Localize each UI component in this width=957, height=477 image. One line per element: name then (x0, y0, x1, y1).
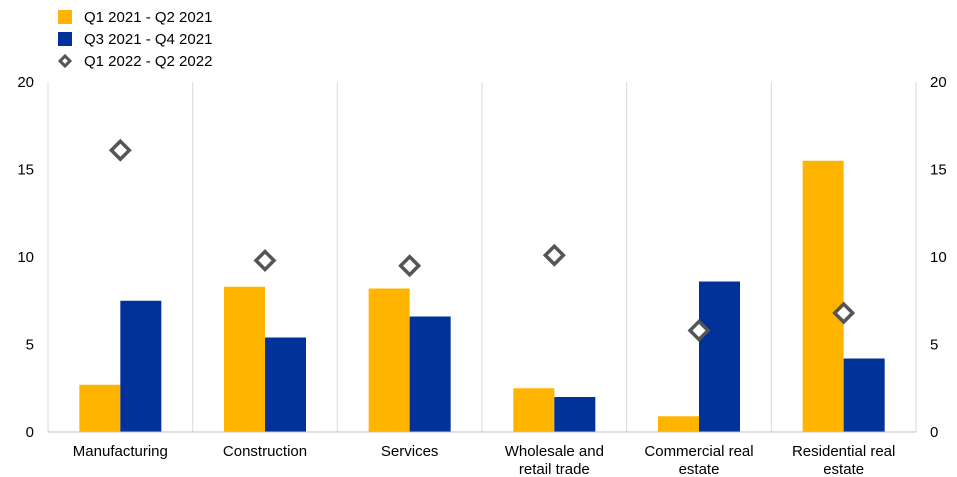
bar-1-5 (658, 416, 699, 432)
y-tick-label-right: 20 (930, 74, 947, 91)
bar-2-6 (843, 358, 885, 432)
bar-1-2 (224, 286, 265, 432)
diamond-marker-2 (253, 249, 277, 272)
x-tick-label: Manufacturing (73, 443, 168, 460)
bar-2-1 (120, 300, 162, 432)
legend-item-series-1: Q1 2021 - Q2 2021 (58, 6, 212, 28)
bar-1-4 (513, 388, 555, 432)
legend-swatch-series-2 (58, 32, 72, 46)
x-tick-label: Construction (223, 443, 307, 460)
y-tick-label-left: 20 (17, 74, 34, 91)
y-tick-label-right: 5 (930, 337, 938, 354)
y-tick-label-left: 0 (26, 424, 34, 441)
legend-item-series-2: Q3 2021 - Q4 2021 (58, 28, 212, 50)
x-tick-label: estate (823, 461, 864, 477)
diamond-marker-1 (108, 138, 132, 162)
y-tick-label-right: 15 (930, 162, 947, 179)
x-tick-label: Residential real (792, 443, 895, 460)
legend-item-series-3: Q1 2022 - Q2 2022 (57, 50, 213, 72)
legend-label-series-3: Q1 2022 - Q2 2022 (84, 52, 213, 70)
legend: Q1 2021 - Q2 2021 Q3 2021 - Q4 2021 Q1 2… (57, 6, 213, 72)
bar-1-1 (79, 384, 121, 432)
legend-label-series-1: Q1 2021 - Q2 2021 (84, 8, 213, 26)
bar-2-4 (554, 397, 596, 432)
legend-label-series-2: Q3 2021 - Q4 2021 (84, 30, 213, 48)
diamond-marker-3 (398, 254, 422, 278)
x-tick-label: Wholesale and (505, 443, 604, 460)
markers (108, 138, 856, 342)
grid (47, 82, 917, 432)
x-tick-label: retail trade (519, 461, 590, 477)
y-tick-label-right: 0 (930, 424, 938, 441)
y-tick-label-right: 10 (930, 249, 947, 266)
x-tick-label: Services (381, 443, 439, 460)
y-tick-label-left: 15 (17, 162, 34, 179)
y-tick-label-left: 10 (17, 249, 34, 266)
legend-swatch-series-1 (58, 10, 72, 24)
bar-2-3 (409, 316, 451, 432)
bars (79, 160, 885, 432)
diamond-marker-4 (542, 243, 566, 267)
bar-1-6 (802, 160, 844, 432)
x-tick-label: Commercial real (644, 443, 753, 460)
bar-1-3 (368, 288, 410, 432)
y-tick-label-left: 5 (26, 337, 34, 354)
diamond-marker-6 (832, 301, 856, 325)
axes: 0 0 5 5 10 10 15 15 20 20 Manufacturing Constructio… (17, 74, 946, 477)
bar-2-5 (699, 281, 740, 432)
diamond-marker-5 (687, 319, 711, 342)
x-tick-label: estate (679, 461, 720, 477)
bar-2-2 (265, 337, 306, 432)
